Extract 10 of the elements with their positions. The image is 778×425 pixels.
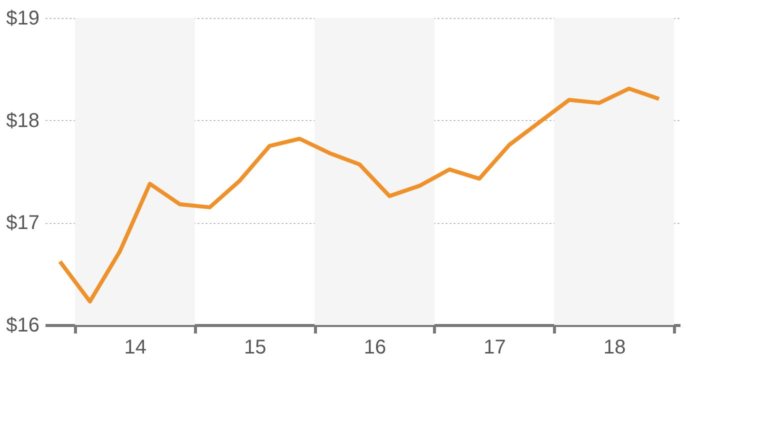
y-tick-label: $16 [6,314,40,336]
line-series [58,86,662,304]
y-tick-label: $18 [6,110,40,132]
x-tick-label: 18 [603,336,626,358]
x-tick-label: 17 [484,336,506,358]
x-tick-label: 15 [244,336,266,358]
x-tick-label: 16 [364,336,386,358]
y-tick-label: $17 [6,212,40,234]
x-tick-label: 14 [124,336,146,358]
y-tick-label: $19 [6,8,40,30]
